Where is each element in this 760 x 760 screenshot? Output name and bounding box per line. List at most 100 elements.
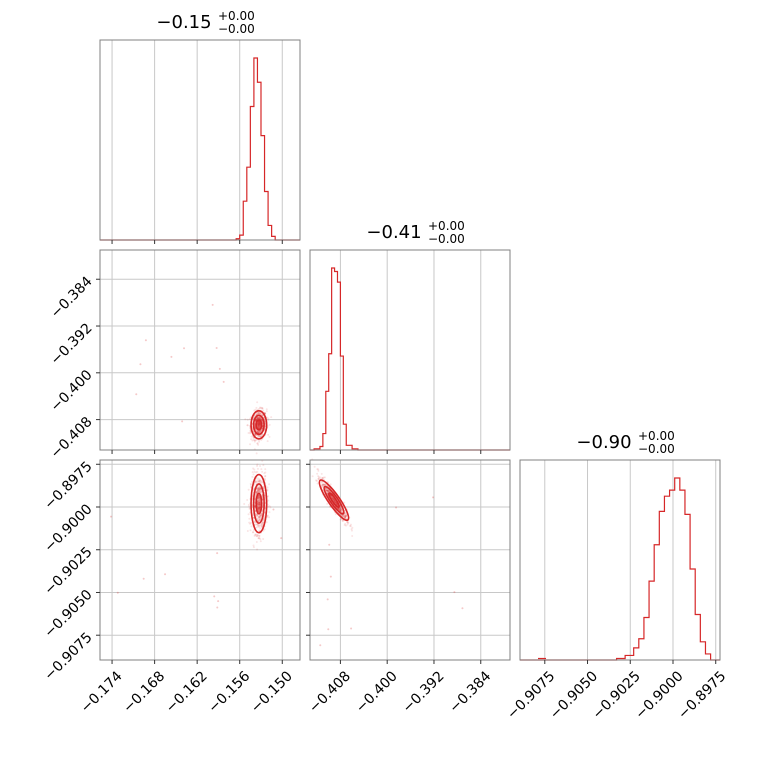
scatter-point bbox=[345, 515, 348, 518]
scatter-point bbox=[259, 487, 262, 490]
scatter-point bbox=[256, 423, 259, 426]
scatter-point bbox=[325, 490, 328, 493]
scatter-point bbox=[256, 430, 259, 433]
scatter-point bbox=[256, 430, 259, 433]
scatter-outlier bbox=[213, 595, 216, 598]
scatter-point bbox=[343, 524, 346, 527]
scatter-point bbox=[326, 489, 329, 492]
scatter-point bbox=[257, 496, 260, 499]
scatter-point bbox=[261, 406, 264, 409]
scatter-outlier bbox=[135, 393, 138, 396]
scatter-point bbox=[258, 537, 261, 540]
scatter-point bbox=[258, 503, 261, 506]
scatter-point bbox=[334, 500, 337, 503]
scatter-point bbox=[330, 496, 333, 499]
scatter-point bbox=[265, 410, 268, 413]
scatter-point bbox=[320, 472, 323, 475]
hist-panel-0 bbox=[99, 39, 301, 244]
scatter-point bbox=[256, 490, 259, 493]
scatter-point bbox=[258, 407, 261, 410]
scatter-point bbox=[258, 507, 261, 510]
scatter-point bbox=[258, 516, 261, 519]
scatter-panel-1-2 bbox=[306, 458, 511, 664]
scatter-point bbox=[258, 496, 261, 499]
scatter-point bbox=[322, 483, 325, 486]
scatter-point bbox=[260, 439, 263, 442]
scatter-outlier bbox=[350, 627, 353, 630]
scatter-point bbox=[258, 416, 261, 419]
scatter-point bbox=[329, 483, 332, 486]
scatter-point bbox=[258, 534, 261, 537]
scatter-point bbox=[333, 500, 336, 503]
scatter-point bbox=[246, 424, 249, 427]
scatter-point bbox=[258, 422, 261, 425]
scatter-point bbox=[258, 488, 261, 491]
scatter-point bbox=[257, 420, 260, 423]
scatter-point bbox=[258, 422, 261, 425]
scatter-point bbox=[339, 507, 342, 510]
scatter-outlier bbox=[215, 346, 218, 349]
scatter-point bbox=[263, 477, 266, 480]
scatter-point bbox=[332, 499, 335, 502]
scatter-point bbox=[341, 514, 344, 517]
scatter-point bbox=[340, 514, 343, 517]
scatter-point bbox=[258, 487, 261, 490]
scatter-point bbox=[321, 483, 324, 486]
scatter-point bbox=[253, 468, 256, 471]
scatter-point bbox=[344, 522, 347, 525]
scatter-point bbox=[344, 516, 347, 519]
scatter-point bbox=[258, 430, 261, 433]
scatter-point bbox=[258, 488, 261, 491]
scatter-point bbox=[255, 535, 258, 538]
scatter-point bbox=[258, 501, 261, 504]
scatter-point bbox=[256, 464, 259, 467]
scatter-point bbox=[258, 490, 261, 493]
scatter-point bbox=[268, 423, 271, 426]
scatter-point bbox=[256, 417, 259, 420]
scatter-point bbox=[257, 424, 260, 427]
scatter-point bbox=[322, 476, 325, 479]
scatter-point bbox=[258, 534, 261, 537]
scatter-outlier bbox=[461, 607, 464, 610]
panel-frame bbox=[99, 459, 301, 661]
scatter-point bbox=[259, 435, 262, 438]
scatter-point bbox=[257, 537, 260, 540]
scatter-point bbox=[257, 424, 260, 427]
scatter-point bbox=[266, 488, 269, 491]
scatter-point bbox=[258, 517, 261, 520]
scatter-point bbox=[257, 508, 260, 511]
scatter-point bbox=[256, 506, 259, 509]
scatter-point bbox=[258, 424, 261, 427]
scatter-point bbox=[340, 507, 343, 510]
scatter-point bbox=[313, 465, 316, 468]
scatter-point bbox=[256, 504, 259, 507]
scatter-point bbox=[342, 515, 345, 518]
scatter-point bbox=[259, 504, 262, 507]
scatter-point bbox=[248, 417, 251, 420]
scatter-point bbox=[247, 513, 250, 516]
scatter-point bbox=[258, 420, 261, 423]
scatter-point bbox=[261, 414, 264, 417]
scatter-point bbox=[257, 486, 260, 489]
scatter-point bbox=[257, 526, 260, 529]
scatter-point bbox=[338, 508, 341, 511]
contour-line bbox=[250, 410, 268, 440]
scatter-point bbox=[257, 507, 260, 510]
scatter-point bbox=[323, 483, 326, 486]
scatter-point bbox=[324, 488, 327, 491]
scatter-point bbox=[257, 426, 260, 429]
scatter-point bbox=[258, 508, 261, 511]
scatter-point bbox=[257, 422, 260, 425]
scatter-point bbox=[248, 507, 251, 510]
scatter-point bbox=[333, 499, 336, 502]
scatter-point bbox=[264, 468, 267, 471]
scatter-point bbox=[334, 500, 337, 503]
scatter-point bbox=[257, 523, 260, 526]
x-tick-label: −0.156 bbox=[205, 668, 253, 716]
scatter-point bbox=[260, 523, 263, 526]
scatter-point bbox=[260, 434, 263, 437]
scatter-point bbox=[258, 515, 261, 518]
scatter-point bbox=[342, 515, 345, 518]
scatter-point bbox=[257, 494, 260, 497]
hist-panel-2 bbox=[519, 459, 721, 664]
